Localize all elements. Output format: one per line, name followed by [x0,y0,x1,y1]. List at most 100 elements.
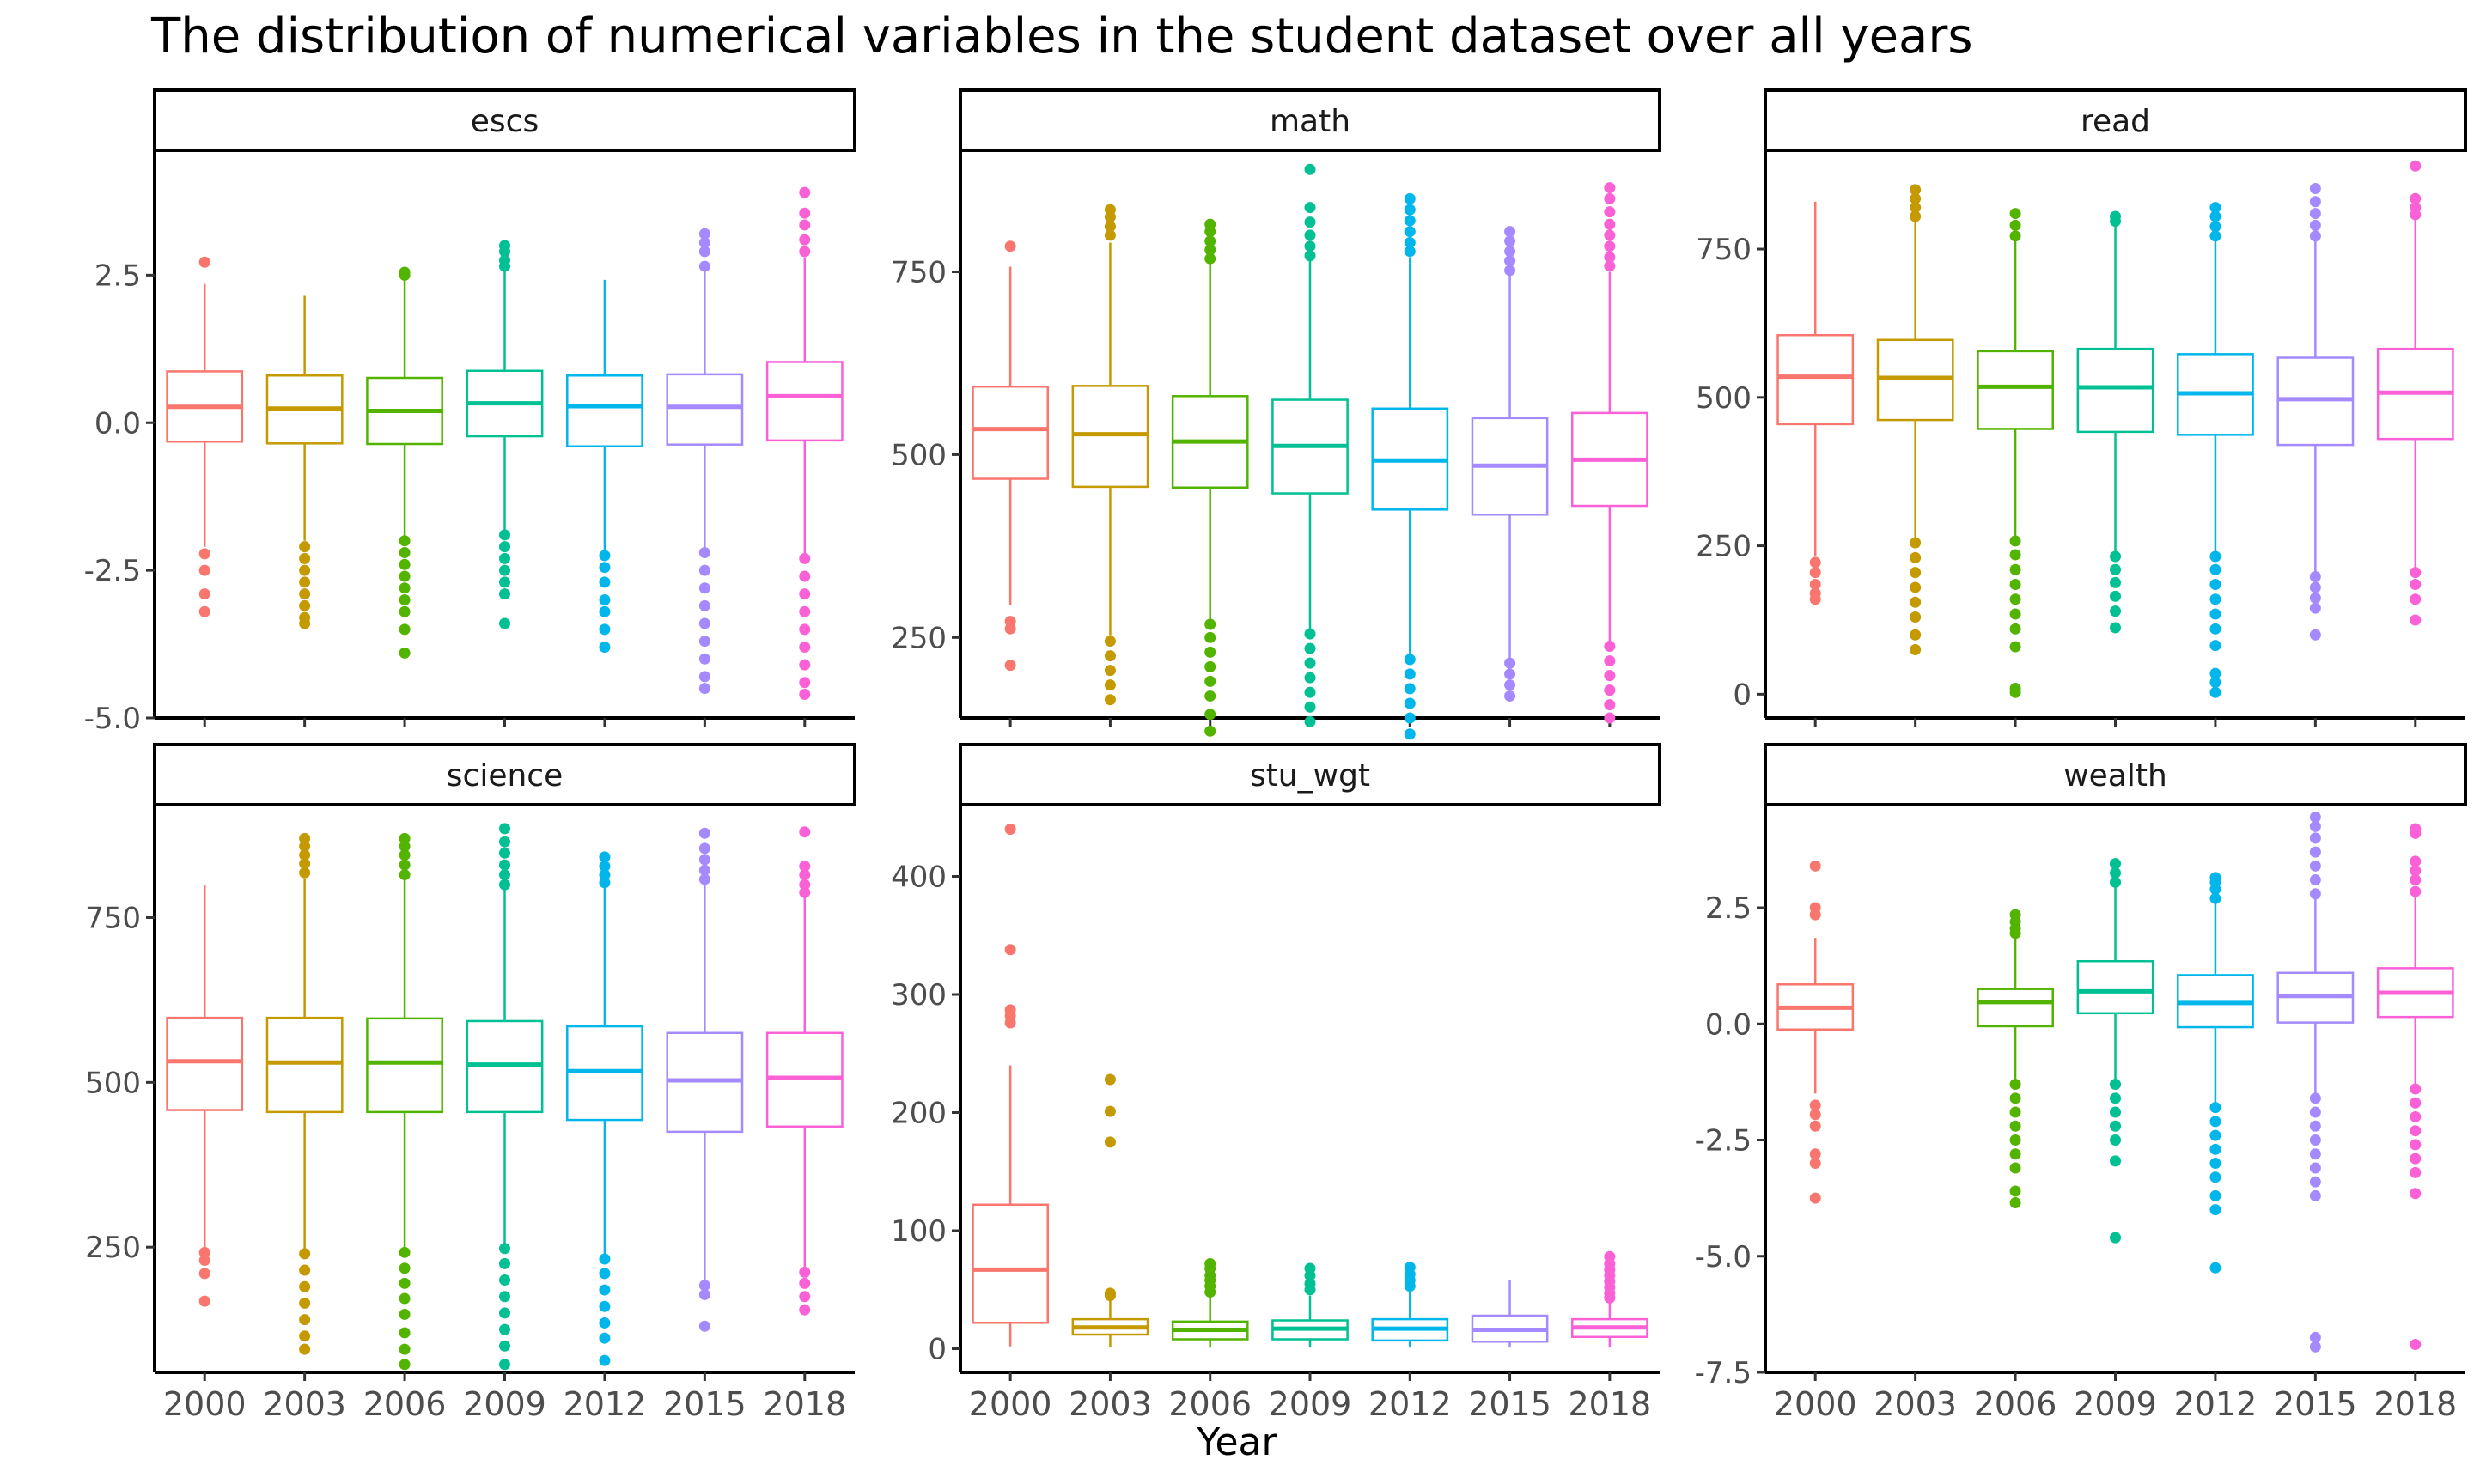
x-tick-label: 2018 [763,1385,846,1423]
outlier-point [299,1297,311,1309]
outlier-point [1504,265,1516,277]
facet-panel-escs: escs -5.0 -2.5 0.0 2.5 [84,88,856,736]
outlier-point [299,867,311,879]
outlier-point [698,599,710,611]
outlier-point [299,1280,311,1292]
outlier-point [2309,1120,2321,1132]
outlier-point [698,864,710,876]
outlier-point [499,1340,510,1352]
outlier-point [2209,1129,2221,1141]
outlier-point [2209,230,2221,242]
outlier-point [698,582,710,594]
outlier-point [2009,909,2021,921]
outlier-point [2410,192,2422,204]
outlier-point [599,642,611,653]
outlier-point [1304,250,1316,262]
y-tick-label: 400 [891,861,947,895]
outlier-point [399,1262,411,1274]
x-tick-label: 2003 [263,1385,346,1423]
outlier-point [2309,592,2321,604]
boxplot-math-2012 [1371,192,1449,771]
y-tick-label: 300 [891,978,947,1013]
outlier-point [698,547,710,558]
outlier-point [1204,244,1216,256]
outlier-point [698,1320,710,1332]
outlier-point [1104,679,1116,691]
outlier-point [399,1246,411,1258]
outlier-point [1204,252,1216,265]
outlier-point [1910,596,1922,608]
outlier-point [499,1243,510,1255]
outlier-point [2110,576,2121,588]
outlier-point [1604,182,1616,194]
outlier-point [599,550,611,562]
outlier-point [299,617,311,629]
y-tick-label: 250 [1696,530,1752,564]
boxplot-escs-2015 [666,228,744,695]
facet-strip-label-escs: escs [471,104,539,139]
outlier-point [1604,206,1616,218]
outlier-point [1604,229,1616,241]
outlier-point [299,599,311,611]
x-tick-label: 2012 [1368,1385,1452,1423]
boxplot-stu_wgt-2006 [1171,1258,1249,1348]
x-axis-title: Year [1197,1420,1277,1464]
box-iqr [566,374,643,447]
outlier-point [1404,697,1416,709]
y-tick-label: 250 [891,621,947,655]
outlier-point [2209,593,2221,605]
outlier-point [2410,855,2422,867]
outlier-point [2309,1341,2321,1353]
outlier-point [198,1246,210,1258]
outlier-point [2209,202,2221,214]
outlier-point [698,246,710,258]
outlier-point [2209,872,2221,884]
outlier-point [799,234,811,246]
outlier-point [2209,1158,2221,1170]
x-tick-label: 2003 [1069,1385,1152,1423]
boxplot-math-2006 [1171,218,1249,737]
outlier-point [2110,1155,2121,1167]
outlier-point [698,827,710,839]
outlier-point [2309,832,2321,844]
outlier-point [1504,226,1516,238]
facet-strip-escs [153,88,856,152]
outlier-point [198,588,210,600]
x-tick-label: 2018 [2373,1385,2457,1423]
outlier-point [599,562,611,574]
outlier-point [2309,1148,2321,1160]
outlier-point [799,1304,811,1316]
outlier-point [2309,1176,2321,1188]
outlier-point [499,564,510,576]
x-tick-label: 2012 [2174,1385,2258,1423]
outlier-point [799,605,811,617]
outlier-point [799,1277,811,1289]
y-tick-label: -5.0 [1695,1240,1752,1274]
x-tick-label: 2015 [2274,1385,2357,1423]
x-tick-label: 2018 [1568,1385,1651,1423]
outlier-point [2110,622,2121,634]
outlier-point [399,570,411,582]
outlier-point [499,847,510,859]
x-tick-label: 2009 [463,1385,546,1423]
outlier-point [698,671,710,683]
outlier-point [599,861,611,873]
outlier-point [499,1257,510,1269]
y-tick-label: 500 [85,1066,141,1100]
outlier-point [2009,623,2021,635]
outlier-point [599,1284,611,1296]
outlier-point [299,832,311,844]
outlier-point [2209,1189,2221,1201]
outlier-point [2009,593,2021,605]
boxplot-read-2009 [2076,210,2154,634]
outlier-point [698,1288,710,1300]
outlier-point [198,256,210,268]
outlier-point [399,266,411,278]
facet-strip-label-wealth: wealth [2063,758,2167,794]
outlier-point [399,1292,411,1305]
boxplot-math-2015 [1471,226,1549,702]
outlier-point [1504,235,1516,247]
outlier-point [1504,246,1516,258]
y-tick-label: -7.5 [1695,1356,1752,1390]
outlier-point [1809,1192,1821,1204]
